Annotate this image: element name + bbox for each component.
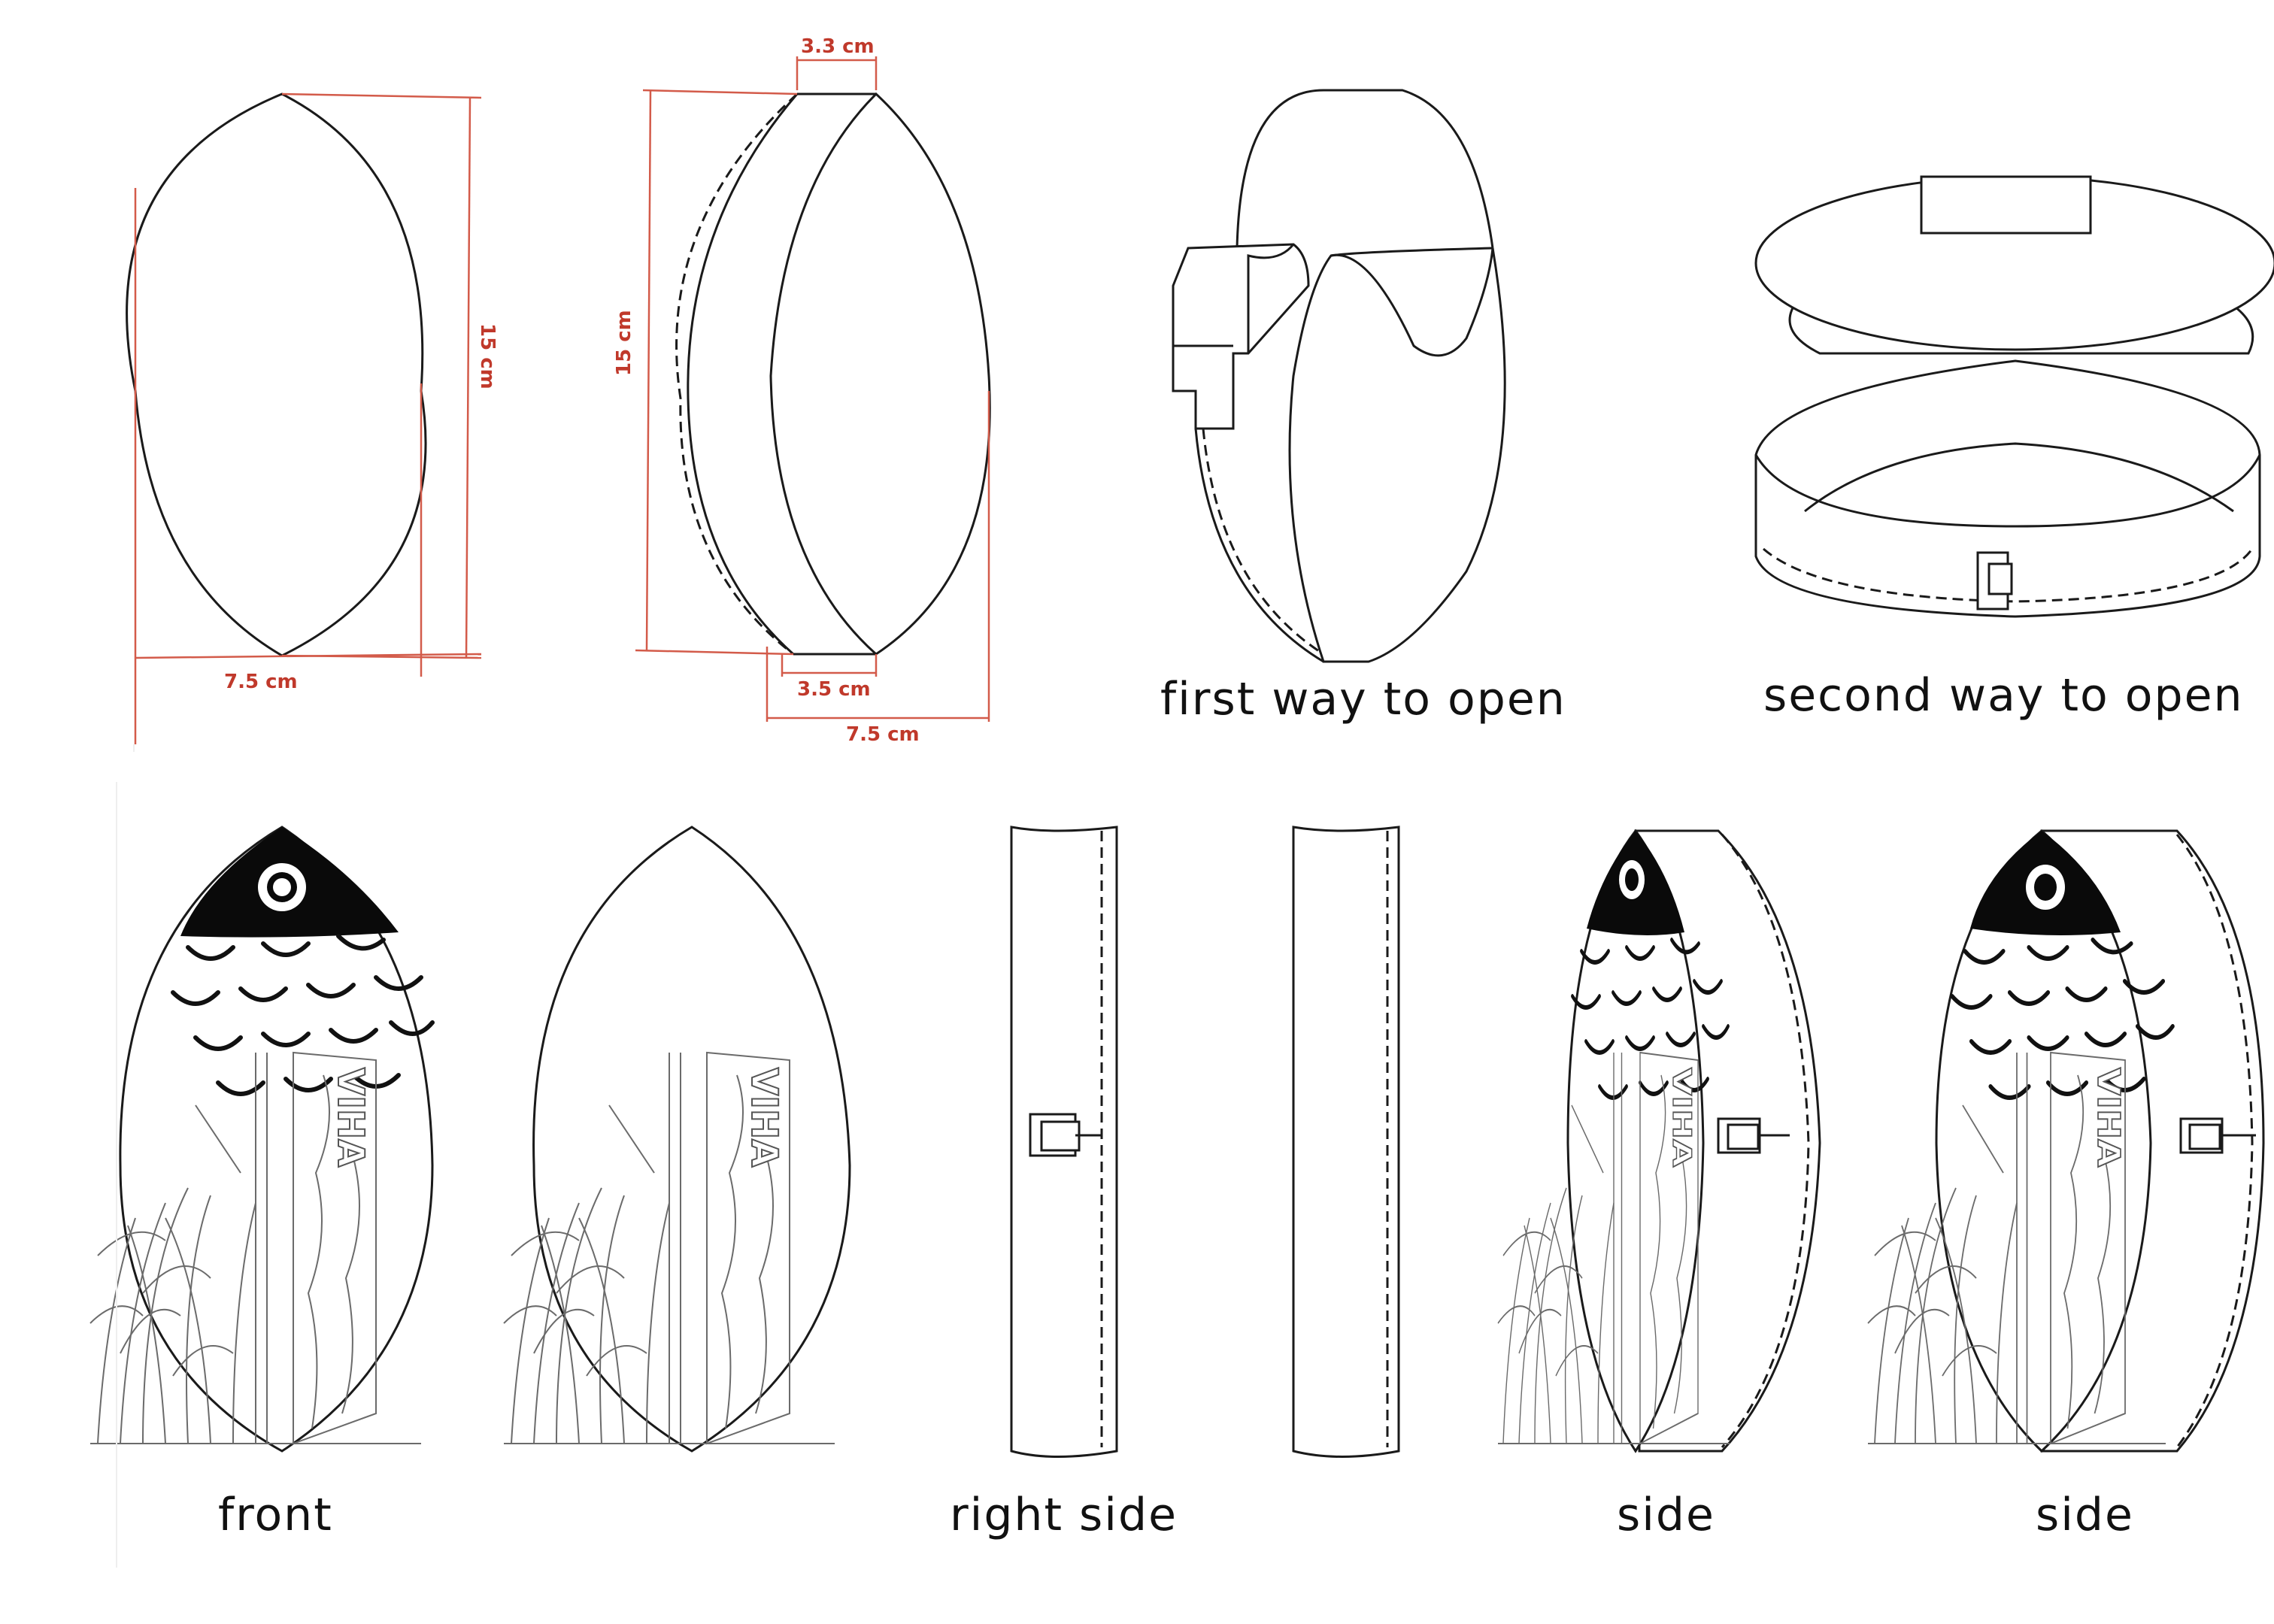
- side-a-drawing: VIHA: [1497, 829, 1821, 1453]
- back-brand-text: VIHA: [743, 1068, 785, 1167]
- caption-right-side: right side: [950, 1489, 1178, 1541]
- side-depth-bottom-label: 3.5 cm: [797, 678, 871, 701]
- side-outline-drawing: [675, 92, 991, 656]
- right-side-strip-drawing: [1010, 826, 1118, 1458]
- side-b-drawing: VIHA: [1867, 829, 2265, 1453]
- side-dimension-lines: [635, 56, 990, 722]
- left-side-strip-drawing: [1292, 826, 1400, 1458]
- first-way-open-drawing: [1172, 89, 1506, 663]
- side-a-brand-text: VIHA: [1667, 1068, 1696, 1167]
- caption-front: front: [218, 1489, 333, 1541]
- side-b-brand-text: VIHA: [2091, 1068, 2127, 1168]
- caption-side-a: side: [1617, 1489, 1715, 1541]
- front-width-label: 7.5 cm: [224, 671, 298, 693]
- front-outline-drawing: [126, 92, 427, 657]
- front-dimension-lines: [134, 92, 482, 744]
- front-brand-text: VIHA: [329, 1068, 371, 1167]
- side-width-label: 7.5 cm: [846, 723, 920, 746]
- front-artwork-drawing: VIHA: [89, 826, 432, 1453]
- second-way-open-drawing: [1754, 175, 2274, 618]
- caption-second-way-to-open: second way to open: [1763, 669, 2244, 722]
- front-height-label: 15 cm: [476, 323, 499, 389]
- caption-side-b: side: [2036, 1489, 2134, 1541]
- side-height-label: 15 cm: [613, 310, 635, 376]
- caption-first-way-to-open: first way to open: [1160, 673, 1566, 726]
- back-artwork-drawing: VIHA: [503, 826, 851, 1453]
- side-depth-top-label: 3.3 cm: [801, 35, 875, 58]
